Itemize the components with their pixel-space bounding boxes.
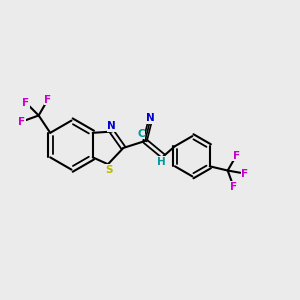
Text: C: C bbox=[137, 129, 145, 139]
Text: F: F bbox=[44, 95, 51, 105]
Text: F: F bbox=[22, 98, 30, 108]
Text: S: S bbox=[105, 165, 113, 175]
Text: F: F bbox=[230, 182, 237, 192]
Text: F: F bbox=[241, 169, 248, 178]
Text: N: N bbox=[107, 121, 116, 131]
Text: H: H bbox=[157, 157, 166, 167]
Text: F: F bbox=[233, 151, 240, 161]
Text: N: N bbox=[146, 113, 155, 123]
Text: F: F bbox=[18, 117, 26, 127]
